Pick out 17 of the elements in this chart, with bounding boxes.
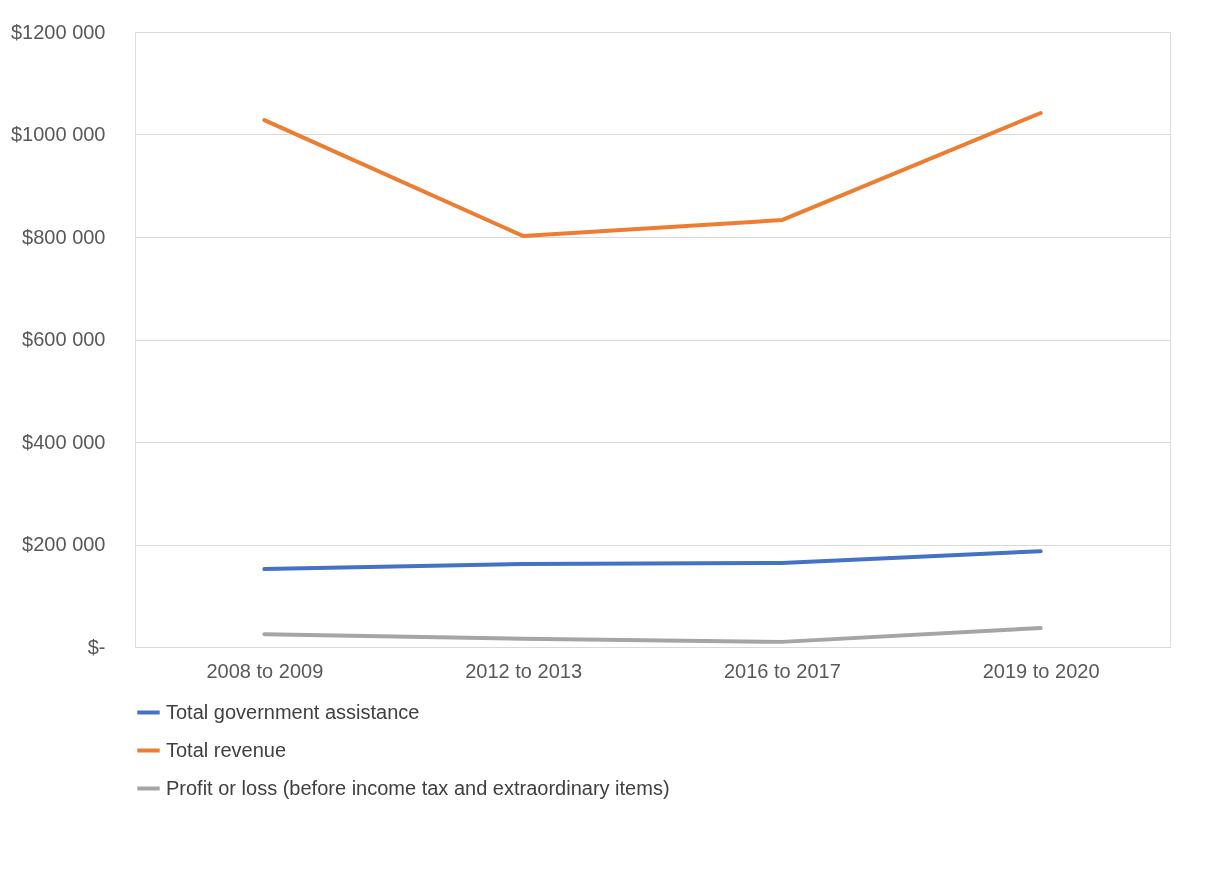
line-series xyxy=(262,110,1043,238)
x-tick-label: 2012 to 2013 xyxy=(465,659,583,682)
x-tick-label: 2016 to 2017 xyxy=(723,659,841,682)
y-tick-label: $1000 000 xyxy=(10,123,106,145)
x-tick-label: 2019 to 2020 xyxy=(982,659,1100,682)
legend-label: Profit or loss (before income tax and extraordinary items) xyxy=(166,776,670,799)
legend-label: Total revenue xyxy=(166,738,287,761)
line-series xyxy=(262,549,1043,572)
line-series xyxy=(262,626,1043,644)
y-tick-label: $400 000 xyxy=(22,430,106,453)
y-tick-label: $1200 000 xyxy=(10,20,106,43)
y-tick-label: $600 000 xyxy=(22,328,106,350)
legend-label: Total government assistance xyxy=(166,700,420,723)
x-tick-label: 2008 to 2009 xyxy=(206,659,324,682)
y-tick-label: $800 000 xyxy=(22,225,106,248)
y-tick-label: $200 000 xyxy=(22,533,106,555)
y-tick-label: $- xyxy=(87,635,106,658)
